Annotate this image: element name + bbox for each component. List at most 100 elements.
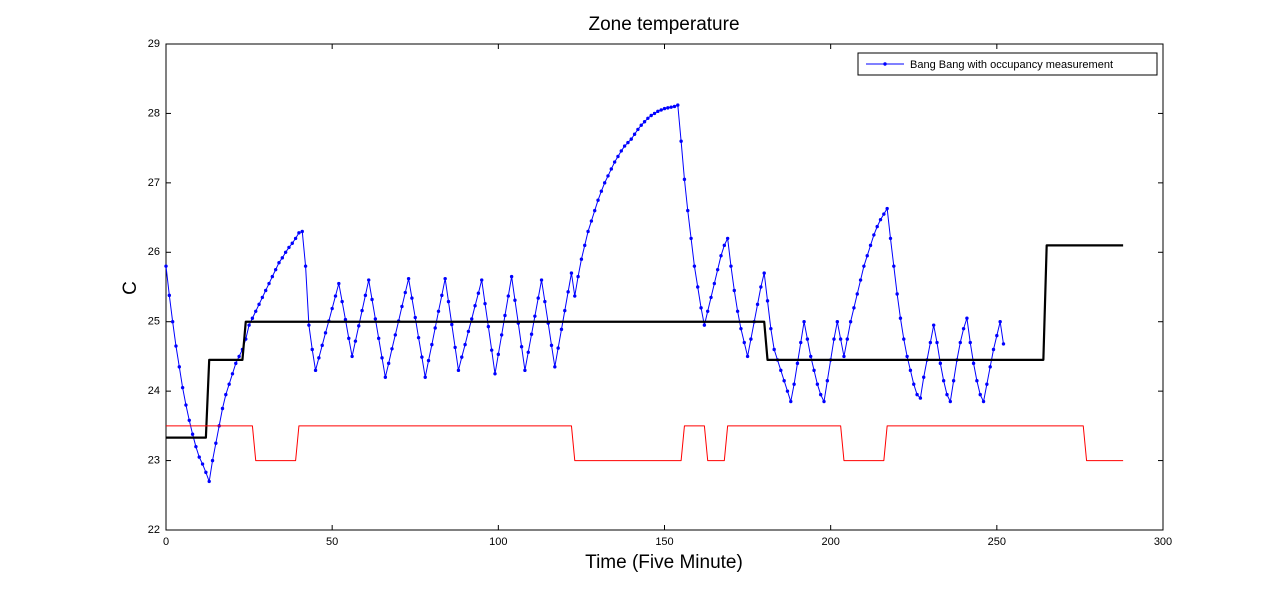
data-point: [706, 309, 710, 313]
data-point: [745, 354, 750, 359]
data-point: [529, 332, 534, 336]
data-point: [230, 372, 235, 376]
data-point: [313, 368, 318, 373]
data-point: [583, 243, 587, 248]
data-point: [848, 320, 853, 324]
data-point: [865, 254, 869, 258]
data-point: [679, 139, 683, 143]
data-point: [433, 326, 437, 330]
data-point: [367, 278, 371, 282]
data-point: [978, 392, 982, 397]
data-point: [170, 320, 175, 324]
data-point: [699, 306, 703, 310]
legend-box: [857, 52, 1158, 76]
data-point: [822, 399, 826, 404]
data-point: [935, 340, 939, 345]
data-point: [802, 320, 806, 324]
data-point: [187, 418, 191, 423]
data-point: [576, 274, 580, 279]
data-point: [526, 350, 530, 354]
data-point: [961, 326, 966, 331]
data-point: [350, 354, 354, 359]
data-point: [995, 333, 999, 338]
data-point: [619, 149, 623, 153]
data-point: [749, 337, 753, 341]
data-point: [855, 292, 859, 296]
data-point: [519, 345, 524, 349]
data-point: [220, 406, 225, 411]
data-point: [888, 236, 893, 241]
data-point: [503, 313, 507, 318]
data-point: [722, 243, 727, 248]
data-point: [330, 306, 334, 311]
y-tick-label: 22: [148, 524, 160, 536]
data-point: [782, 379, 786, 383]
x-axis-label: Time (Five Minute): [585, 552, 743, 573]
data-point: [489, 348, 494, 352]
y-tick-label: 23: [148, 454, 160, 466]
data-point: [812, 368, 816, 373]
data-point: [370, 297, 374, 302]
data-point: [636, 127, 640, 132]
data-point: [363, 293, 368, 298]
data-point: [480, 278, 484, 282]
data-point: [666, 106, 670, 110]
data-point: [709, 295, 713, 300]
data-point: [672, 104, 677, 109]
data-point: [280, 256, 285, 260]
data-point: [818, 392, 823, 397]
data-point: [759, 285, 763, 289]
y-axis-label: C: [120, 281, 141, 295]
data-point: [845, 337, 849, 341]
data-point: [599, 189, 604, 193]
data-point: [662, 106, 667, 111]
data-point: [712, 281, 717, 286]
data-point: [945, 392, 949, 397]
data-point: [400, 304, 404, 309]
data-point: [254, 309, 258, 313]
y-tick-label: 25: [148, 316, 160, 328]
data-point: [410, 296, 414, 300]
data-point: [257, 302, 261, 307]
data-point: [971, 361, 976, 366]
data-point: [204, 470, 208, 475]
legend-marker: [883, 62, 887, 66]
data-point: [343, 317, 348, 322]
data-point: [509, 274, 514, 279]
data-point: [729, 264, 733, 268]
data-point: [184, 403, 188, 407]
data-point: [483, 301, 487, 306]
data-point: [446, 299, 451, 304]
data-point: [353, 339, 358, 343]
data-point: [755, 302, 760, 307]
data-point: [789, 399, 793, 404]
data-point: [539, 278, 544, 282]
data-point: [180, 385, 185, 390]
data-point: [264, 288, 268, 293]
data-point: [785, 389, 790, 393]
data-point: [393, 333, 398, 337]
data-point: [386, 361, 391, 366]
data-point: [931, 323, 936, 327]
data-point: [882, 212, 886, 216]
data-point: [795, 361, 800, 366]
y-tick-label: 26: [148, 246, 160, 258]
data-point: [347, 336, 351, 341]
data-point: [646, 116, 650, 120]
data-point: [559, 327, 564, 332]
data-point: [915, 392, 919, 397]
data-point: [686, 208, 690, 213]
data-point: [589, 219, 594, 223]
data-point: [895, 292, 899, 296]
x-tick-label: 0: [163, 536, 169, 548]
data-point: [333, 294, 338, 298]
data-point: [463, 342, 467, 347]
series-line: [166, 244, 1124, 439]
data-point: [902, 337, 906, 341]
data-point: [513, 298, 517, 302]
data-point: [799, 340, 803, 345]
data-point: [676, 103, 680, 107]
x-tick-label: 50: [326, 536, 338, 548]
data-point: [852, 306, 856, 310]
